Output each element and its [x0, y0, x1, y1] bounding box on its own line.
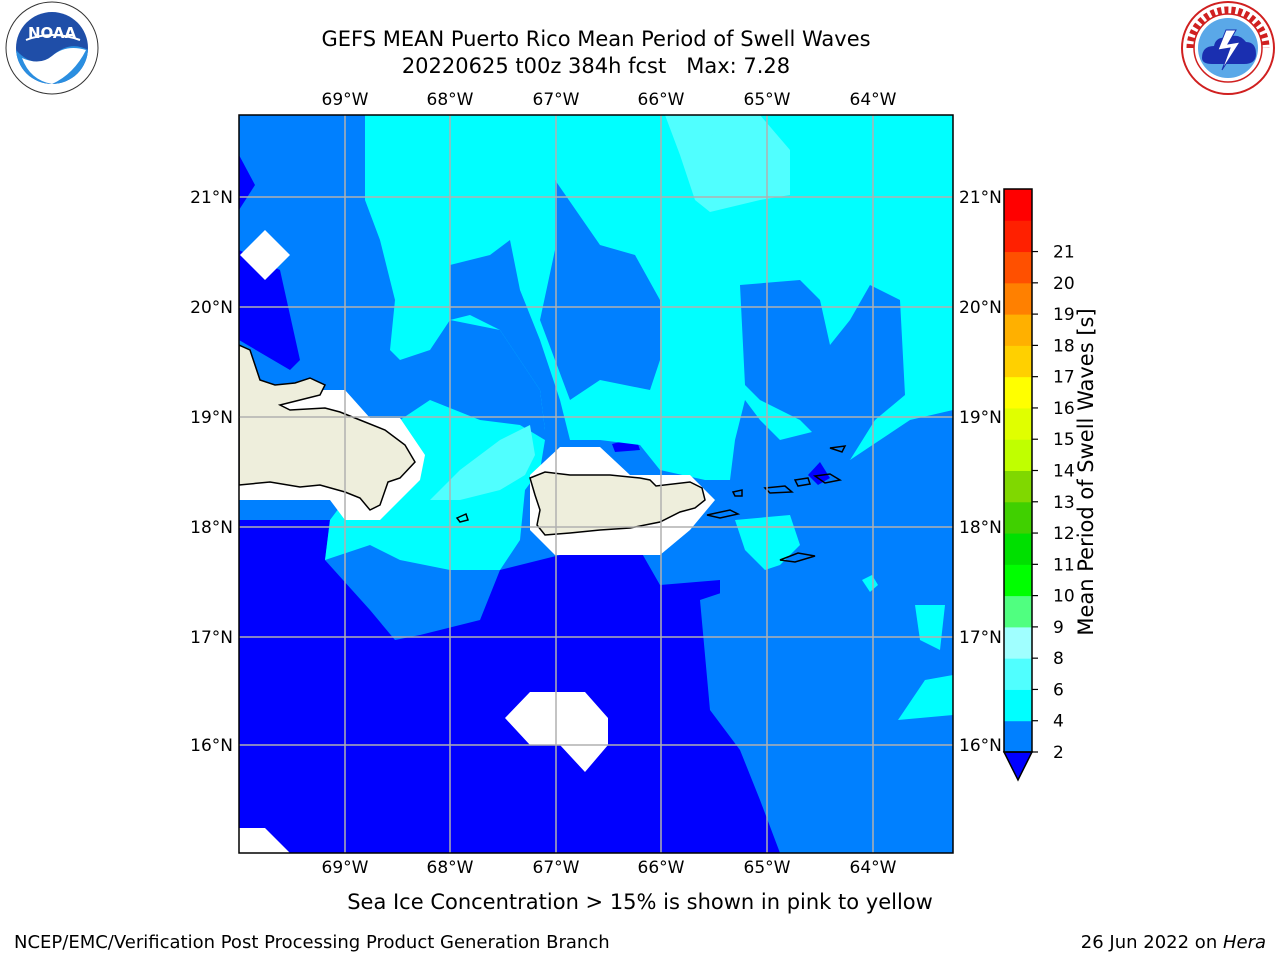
colorbar-swatch	[1004, 533, 1032, 565]
land-culebra	[731, 489, 743, 497]
lat-label-left: 20°N	[190, 298, 233, 318]
fill-band-2-4-mid	[450, 240, 570, 450]
lat-label-right: 17°N	[959, 628, 1002, 648]
lon-label-top: 67°W	[533, 90, 580, 110]
colorbar-tick-label: 6	[1053, 680, 1064, 700]
fill-band-4-6-se2	[898, 675, 953, 720]
land-st-croix	[779, 552, 816, 563]
no-data-nw	[240, 230, 290, 280]
fill-band-2-4-center	[540, 180, 660, 400]
fill-band-2-4-east	[740, 280, 905, 460]
footer-date-text: 26 Jun 2022 on	[1080, 932, 1223, 953]
colorbar-swatch	[1004, 720, 1032, 753]
noaa-logo-text: NOAA	[28, 24, 77, 42]
fill-band-4-6-dot	[862, 575, 878, 592]
colorbar-under-arrow	[1002, 751, 1034, 782]
map-panel	[239, 115, 953, 853]
lon-label-top: 64°W	[850, 90, 897, 110]
lon-label-bottom: 67°W	[533, 858, 580, 878]
sea-ice-caption: Sea Ice Concentration > 15% is shown in …	[347, 890, 933, 914]
land-vieques	[706, 509, 741, 519]
colorbar-tick-label: 9	[1053, 618, 1064, 638]
colorbar-swatch	[1004, 376, 1032, 409]
lon-label-top: 68°W	[427, 90, 474, 110]
lat-label-right: 16°N	[959, 736, 1002, 756]
colorbar-swatch	[1004, 501, 1032, 534]
colorbar-tick-label: 10	[1053, 587, 1075, 607]
colorbar-swatch	[1004, 564, 1032, 597]
noaa-logo: NOAA	[5, 1, 99, 95]
colorbar-swatch	[1004, 439, 1032, 471]
colorbar-tick-label: 4	[1053, 712, 1064, 732]
colorbar-swatch	[1004, 689, 1032, 722]
no-data-sw	[239, 828, 290, 853]
colorbar-swatch	[1004, 189, 1032, 221]
lon-label-top: 66°W	[638, 90, 685, 110]
map-frame	[238, 114, 954, 854]
colorbar-tick-label: 15	[1053, 430, 1075, 450]
lon-label-bottom: 66°W	[638, 858, 685, 878]
colorbar-swatch	[1004, 407, 1032, 440]
lat-label-left: 19°N	[190, 408, 233, 428]
land-hispaniola	[239, 344, 416, 511]
fill-band-0-2-west	[239, 250, 300, 370]
lon-label-bottom: 68°W	[427, 858, 474, 878]
colorbar-tick-label: 16	[1053, 399, 1075, 419]
title-line-2: 20220625 t00z 384h fcst Max: 7.28	[401, 54, 791, 78]
fill-band-6-8-dot	[708, 130, 720, 150]
footer-credit: NCEP/EMC/Verification Post Processing Pr…	[14, 932, 610, 953]
lat-label-left: 18°N	[190, 518, 233, 538]
colorbar-swatch	[1004, 658, 1032, 690]
colorbar-tick-label: 8	[1053, 649, 1064, 669]
fill-band-0-2-dot3	[808, 462, 830, 485]
colorbar-tick-label: 11	[1053, 555, 1075, 575]
colorbar-swatch	[1004, 282, 1032, 315]
lon-label-top: 65°W	[744, 90, 791, 110]
colorbar-swatch	[1004, 345, 1032, 378]
footer-machine: Hera	[1222, 932, 1266, 953]
colorbar: 2 4 6 8 9 10 11 12 13 14 15 16 17 18 19 20 21	[1002, 188, 1075, 782]
colorbar-tick-label: 18	[1053, 336, 1075, 356]
lat-label-right: 19°N	[959, 408, 1002, 428]
colorbar-swatch	[1004, 626, 1032, 659]
colorbar-tick-label: 19	[1053, 305, 1075, 325]
colorbar-tick-label: 20	[1053, 274, 1075, 294]
lon-label-bottom: 64°W	[850, 858, 897, 878]
lat-label-left: 16°N	[190, 736, 233, 756]
fill-band-2-4-south	[700, 590, 953, 853]
fill-band-6-8-mid	[430, 425, 535, 500]
footer-date: 26 Jun 2022 on Hera	[1081, 932, 1266, 953]
land-virgin-islands	[763, 473, 843, 494]
lat-label-left: 17°N	[190, 628, 233, 648]
land-mona	[455, 512, 469, 523]
colorbar-tick-label: 12	[1053, 524, 1075, 544]
lat-label-right: 18°N	[959, 518, 1002, 538]
lon-label-top: 69°W	[322, 90, 369, 110]
fill-band-4-6-se1	[915, 605, 945, 650]
lon-label-bottom: 69°W	[322, 858, 369, 878]
colorbar-swatch	[1004, 595, 1032, 628]
graticule	[239, 115, 953, 853]
colorbar-label: Mean Period of Swell Waves [s]	[1074, 308, 1098, 636]
colorbar-swatch	[1004, 251, 1032, 284]
nws-logo	[1181, 1, 1275, 95]
colorbar-tick-label: 17	[1053, 368, 1075, 388]
lat-label-right: 20°N	[959, 298, 1002, 318]
title-line-1: GEFS MEAN Puerto Rico Mean Period of Swe…	[321, 27, 871, 51]
colorbar-swatch	[1004, 470, 1032, 503]
fill-band-6-8-ne	[665, 115, 790, 212]
lat-label-left: 21°N	[190, 188, 233, 208]
lon-label-bottom: 65°W	[744, 858, 791, 878]
colorbar-tick-label: 2	[1053, 743, 1064, 763]
colorbar-swatch	[1004, 220, 1032, 253]
colorbar-swatch	[1004, 314, 1032, 346]
colorbar-tick-label: 21	[1053, 243, 1075, 263]
colorbar-tick-label: 13	[1053, 493, 1075, 513]
colorbar-tick-label: 14	[1053, 462, 1075, 482]
lat-label-right: 21°N	[959, 188, 1002, 208]
chart-title: GEFS MEAN Puerto Rico Mean Period of Swe…	[246, 26, 946, 80]
land-anegada	[829, 445, 847, 453]
